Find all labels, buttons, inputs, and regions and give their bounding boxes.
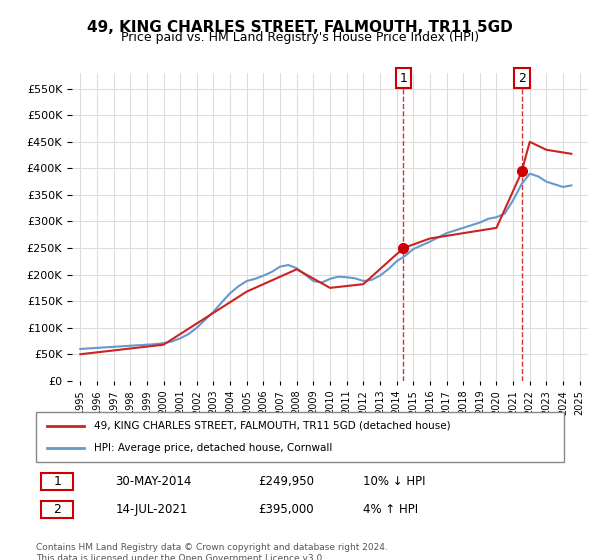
Text: Price paid vs. HM Land Registry's House Price Index (HPI): Price paid vs. HM Land Registry's House … <box>121 31 479 44</box>
Text: 4% ↑ HPI: 4% ↑ HPI <box>364 503 418 516</box>
FancyBboxPatch shape <box>36 412 564 462</box>
Text: HPI: Average price, detached house, Cornwall: HPI: Average price, detached house, Corn… <box>94 443 332 453</box>
Text: 10% ↓ HPI: 10% ↓ HPI <box>364 475 426 488</box>
Text: 49, KING CHARLES STREET, FALMOUTH, TR11 5GD: 49, KING CHARLES STREET, FALMOUTH, TR11 … <box>87 20 513 35</box>
Text: Contains HM Land Registry data © Crown copyright and database right 2024.
This d: Contains HM Land Registry data © Crown c… <box>36 543 388 560</box>
Text: 2: 2 <box>518 72 526 85</box>
Text: 30-MAY-2014: 30-MAY-2014 <box>115 475 191 488</box>
Text: 1: 1 <box>53 475 61 488</box>
Text: 49, KING CHARLES STREET, FALMOUTH, TR11 5GD (detached house): 49, KING CHARLES STREET, FALMOUTH, TR11 … <box>94 421 451 431</box>
Text: 14-JUL-2021: 14-JUL-2021 <box>115 503 188 516</box>
FancyBboxPatch shape <box>41 473 73 490</box>
FancyBboxPatch shape <box>41 501 73 518</box>
Text: 2: 2 <box>53 503 61 516</box>
Text: 1: 1 <box>400 72 407 85</box>
Text: £249,950: £249,950 <box>258 475 314 488</box>
Text: £395,000: £395,000 <box>258 503 313 516</box>
